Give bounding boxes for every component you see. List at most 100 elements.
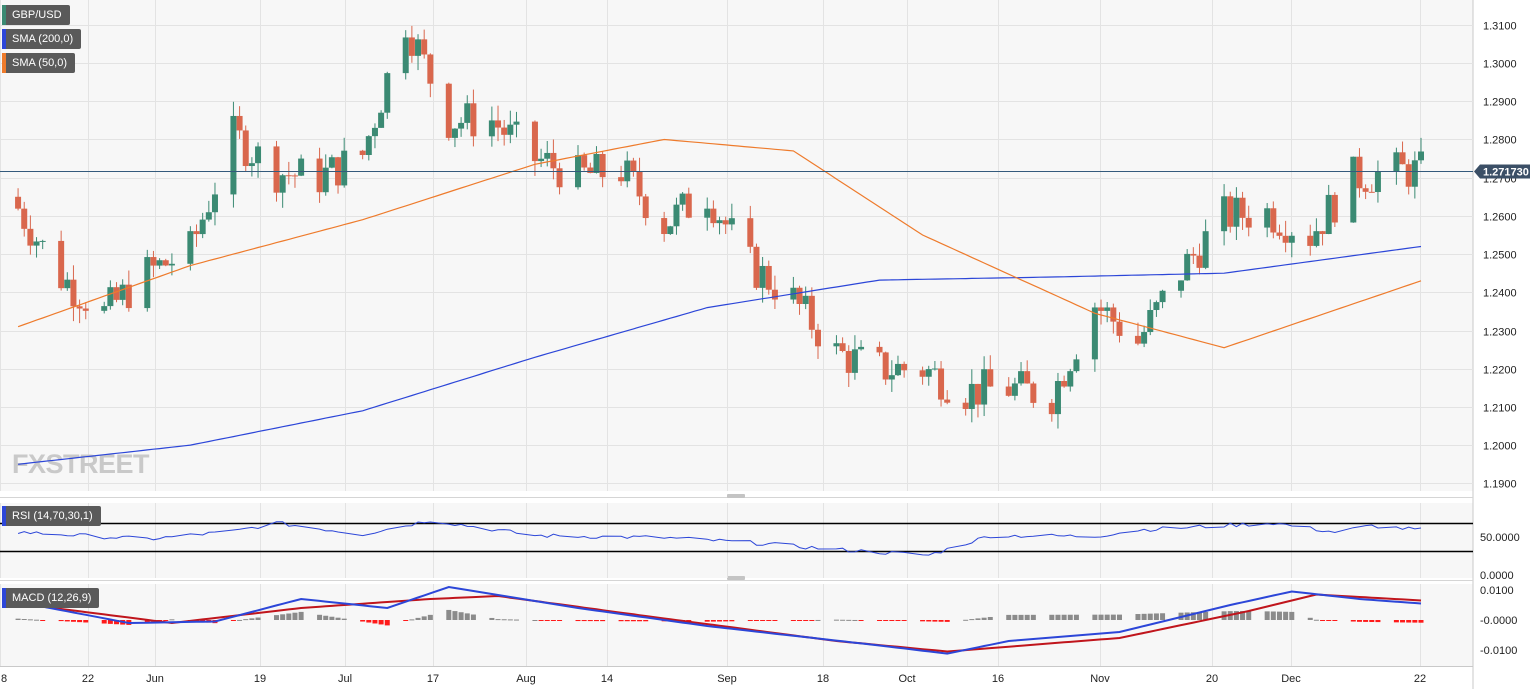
candle-body-up bbox=[64, 279, 71, 289]
macd-hist-bar-negative bbox=[809, 620, 815, 621]
price-panel-bg bbox=[0, 0, 1473, 491]
macd-line bbox=[17, 585, 1422, 655]
macd-hist-bar-negative bbox=[637, 620, 643, 622]
macd-hist-bar-positive bbox=[323, 615, 329, 620]
candle-body-up bbox=[322, 167, 329, 193]
candle-body-down bbox=[150, 257, 157, 266]
macd-hist-bar-negative bbox=[1393, 620, 1399, 623]
candle-body-down bbox=[1024, 371, 1031, 384]
macd-hist-bar-positive bbox=[1289, 611, 1295, 620]
candle-body-up bbox=[1184, 253, 1191, 281]
candle-body-up bbox=[679, 193, 686, 205]
macd-hist-bar-positive bbox=[341, 618, 347, 620]
macd-hist-bar-positive bbox=[532, 620, 538, 621]
candle-body-up bbox=[1313, 231, 1320, 246]
candle-body-down bbox=[291, 175, 298, 177]
legend-sma200[interactable]: SMA (200,0) bbox=[2, 29, 82, 49]
macd-hist-bar-negative bbox=[766, 620, 772, 621]
candle-body-up bbox=[925, 369, 932, 377]
candle-body-down bbox=[1276, 232, 1283, 236]
candle-body-down bbox=[1061, 381, 1068, 387]
time-tick-label: Sep bbox=[717, 673, 737, 685]
candle-body-up bbox=[858, 346, 865, 350]
macd-tick-label: -0.0100 bbox=[1480, 645, 1517, 657]
legend-sma50[interactable]: SMA (50,0) bbox=[2, 53, 76, 73]
candle-body-down bbox=[531, 121, 538, 162]
candle-body-down bbox=[1245, 217, 1252, 228]
macd-hist-bar-positive bbox=[1104, 614, 1110, 620]
candle-body-down bbox=[236, 115, 243, 131]
macd-hist-bar-negative bbox=[550, 620, 556, 621]
macd-hist-bar-negative bbox=[557, 620, 563, 621]
macd-hist-bar-positive bbox=[963, 619, 969, 621]
time-tick-label: 20 bbox=[1206, 673, 1218, 685]
candle-body-up bbox=[507, 124, 514, 135]
macd-hist-bar-positive bbox=[427, 614, 433, 620]
candle-body-up bbox=[1221, 196, 1228, 232]
legend-rsi[interactable]: RSI (14,70,30,1) bbox=[2, 506, 101, 526]
candle-body-up bbox=[667, 226, 674, 235]
legend-sma200-label: SMA (200,0) bbox=[12, 33, 74, 45]
candle-body-up bbox=[298, 158, 305, 176]
macd-hist-bar-negative bbox=[1406, 620, 1412, 623]
macd-hist-bar-negative bbox=[40, 620, 46, 621]
macd-hist-bar-negative bbox=[1320, 620, 1326, 621]
macd-hist-bar-negative bbox=[772, 620, 778, 621]
legend-symbol[interactable]: GBP/USD bbox=[2, 5, 70, 25]
time-tick-label: 16 bbox=[992, 673, 1004, 685]
candle-body-up bbox=[365, 136, 372, 156]
candle-body-up bbox=[378, 112, 385, 128]
candle-body-down bbox=[987, 369, 994, 387]
candle-body-down bbox=[1362, 188, 1369, 192]
sma50-line bbox=[17, 138, 1422, 349]
candle-body-down bbox=[1196, 255, 1203, 268]
candle-body-down bbox=[1307, 235, 1314, 246]
time-tick-label: 22 bbox=[82, 673, 94, 685]
macd-hist-bar-negative bbox=[360, 620, 366, 622]
candle-body-down bbox=[1190, 253, 1197, 256]
candle-body-up bbox=[1325, 194, 1332, 235]
candle-body-down bbox=[1134, 335, 1141, 344]
macd-hist-bar-positive bbox=[458, 612, 464, 620]
candle-body-up bbox=[341, 150, 348, 186]
macd-hist-bar-positive bbox=[286, 613, 292, 620]
candle-body-up bbox=[156, 260, 163, 266]
candle-body-down bbox=[495, 120, 502, 128]
macd-hist-bar-negative bbox=[1418, 620, 1424, 623]
candle-body-down bbox=[1116, 321, 1123, 336]
candle-body-down bbox=[408, 37, 415, 56]
macd-hist-bar-positive bbox=[969, 619, 975, 621]
candle-body-up bbox=[833, 343, 840, 347]
candle-body-up bbox=[39, 240, 46, 242]
rsi-tick-label: 0.0000 bbox=[1480, 570, 1514, 582]
price-tick-label: 1.2100 bbox=[1483, 403, 1517, 415]
macd-hist-bar-negative bbox=[1332, 620, 1338, 621]
macd-hist-bar-positive bbox=[1012, 614, 1018, 620]
legend-sma50-label: SMA (50,0) bbox=[12, 57, 68, 69]
macd-hist-bar-negative bbox=[163, 620, 169, 621]
candle-body-down bbox=[796, 287, 803, 305]
macd-hist-bar-negative bbox=[704, 620, 710, 622]
legend-macd[interactable]: MACD (12,26,9) bbox=[2, 588, 100, 608]
macd-hist-bar-positive bbox=[1313, 619, 1319, 621]
candle-body-down bbox=[814, 329, 821, 347]
price-tick-label: 1.2200 bbox=[1483, 365, 1517, 377]
candle-body-up bbox=[1288, 235, 1295, 243]
macd-hist-bar-positive bbox=[1160, 613, 1166, 620]
candle-body-up bbox=[230, 115, 237, 195]
macd-hist-bar-positive bbox=[1061, 614, 1067, 620]
macd-hist-bar-negative bbox=[1326, 620, 1332, 621]
candle-body-up bbox=[384, 73, 391, 113]
candle-body-down bbox=[1282, 235, 1289, 243]
macd-hist-bar-negative bbox=[403, 620, 409, 621]
candle-body-up bbox=[119, 284, 126, 300]
candle-body-down bbox=[944, 399, 951, 403]
candle-body-down bbox=[427, 54, 434, 84]
macd-hist-bar-negative bbox=[753, 620, 759, 621]
candle-body-down bbox=[1227, 196, 1234, 227]
candle-body-down bbox=[1319, 231, 1326, 235]
macd-hist-bar-positive bbox=[27, 619, 33, 621]
time-tick-label: 18 bbox=[817, 673, 829, 685]
macd-hist-bar-negative bbox=[366, 620, 372, 623]
candle-body-down bbox=[421, 39, 428, 55]
